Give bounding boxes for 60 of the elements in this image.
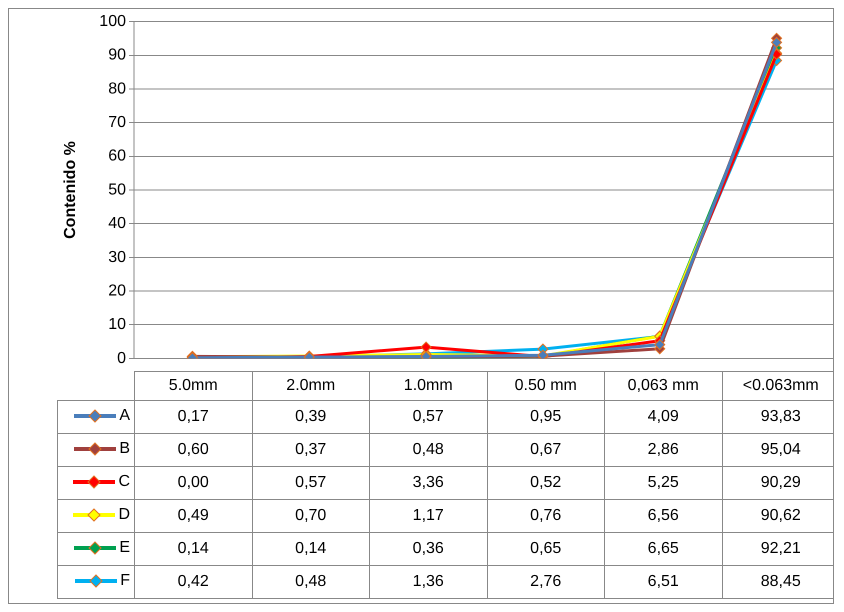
data-label: 0,57 [252, 466, 370, 500]
data-label: 1,36 [370, 566, 487, 598]
data-label: 90,29 [760, 473, 802, 493]
x-tick-label: 0,063 mm [604, 372, 722, 400]
data-label: 0,42 [134, 566, 252, 598]
data-label: 0,57 [370, 400, 487, 434]
y-tick-label: 100 [99, 13, 126, 30]
y-tick-label: 60 [108, 148, 126, 165]
data-label: 6,56 [604, 500, 722, 532]
data-label: 4,09 [604, 400, 722, 434]
y-tick-label: 10 [108, 316, 126, 334]
data-label: 0,65 [487, 532, 604, 566]
data-label: 0,39 [252, 400, 370, 434]
x-tick-label: 0.50 mm [487, 372, 604, 400]
data-label: 0,95 [487, 400, 604, 434]
y-tick-label: 50 [108, 181, 126, 198]
data-label: 0,49 [134, 500, 252, 532]
y-tick-label: 0 [117, 350, 126, 367]
y-axis-title: Contenido % [62, 141, 80, 239]
data-label: 0,52 [487, 466, 604, 500]
data-label: 92,21 [760, 539, 802, 559]
y-tick-label: 20 [108, 282, 126, 300]
x-tick-label: <0.063mm [742, 376, 820, 396]
y-tick-label: 30 [108, 248, 126, 266]
data-label: 90,62 [760, 506, 802, 526]
legend-label: C [118, 472, 130, 490]
legend-label: E [119, 538, 130, 556]
x-tick-label: 2.0mm [252, 372, 370, 400]
data-label: 0,76 [487, 500, 604, 532]
data-label: 6,65 [604, 532, 722, 566]
x-tick-label: 1.0mm [370, 372, 487, 400]
data-label: 2,86 [604, 434, 722, 466]
legend-label: D [118, 506, 130, 524]
data-label: 0,14 [134, 532, 252, 566]
data-label: 2,76 [487, 566, 604, 598]
data-label: 93,83 [760, 407, 802, 427]
data-label: 0,14 [252, 532, 370, 566]
y-tick-label: 40 [108, 215, 126, 232]
data-label: 95,04 [760, 440, 802, 460]
data-label: 5,25 [604, 466, 722, 500]
y-tick-label: 90 [108, 46, 126, 64]
data-label: 3,36 [370, 466, 487, 500]
data-label: 0,60 [134, 434, 252, 466]
y-tick-label: 80 [108, 80, 126, 98]
data-label: 0,70 [252, 500, 370, 532]
legend-label: A [119, 406, 130, 424]
legend-label: B [119, 440, 130, 458]
y-tick-label: 70 [108, 114, 126, 132]
data-label: 88,45 [760, 572, 802, 592]
data-label: 0,48 [252, 566, 370, 598]
data-label: 0,00 [134, 466, 252, 500]
legend-label: F [120, 572, 130, 590]
data-label: 0,17 [134, 400, 252, 434]
data-label: 1,17 [370, 500, 487, 532]
data-label: 6,51 [604, 566, 722, 598]
data-label: 0,37 [252, 434, 370, 466]
x-tick-label: 5.0mm [134, 372, 252, 400]
data-label: 0,36 [370, 532, 487, 566]
data-label: 0,48 [370, 434, 487, 466]
data-label: 0,67 [487, 434, 604, 466]
